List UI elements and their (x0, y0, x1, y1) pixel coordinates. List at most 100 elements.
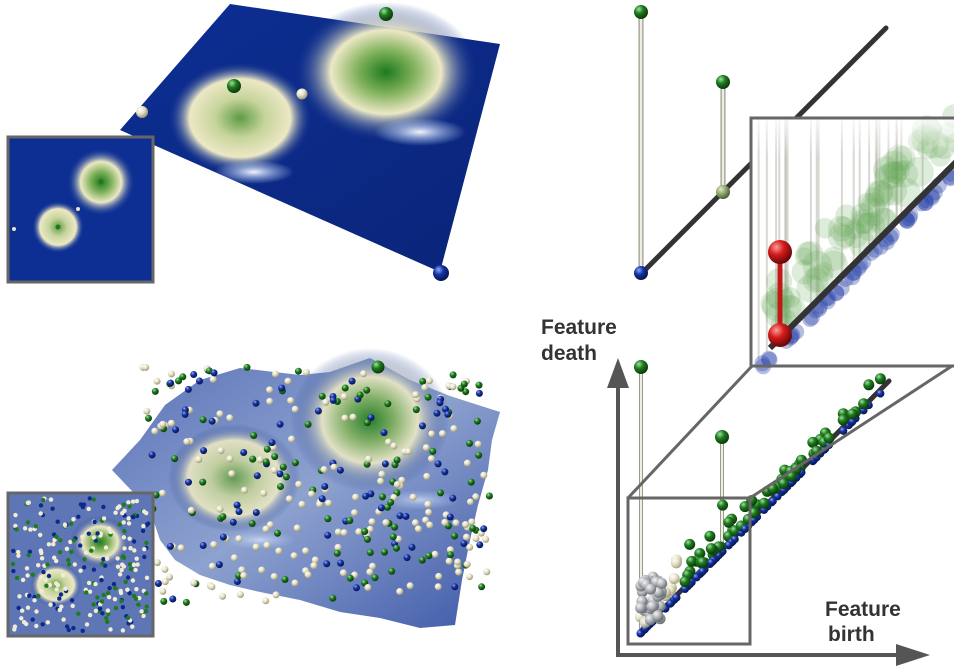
maximum-sphere (294, 367, 302, 375)
saddle-dot (54, 558, 59, 564)
maximum-sphere (475, 451, 483, 459)
maximum-sphere (277, 483, 284, 490)
death-sphere (814, 217, 836, 239)
death-sphere (791, 259, 817, 285)
saddle-sphere (241, 486, 248, 494)
maximum-sphere (704, 530, 716, 542)
saddle-dot (103, 545, 109, 550)
saddle-sphere (320, 466, 328, 473)
saddle-sphere (412, 391, 420, 399)
maximum-dot (71, 538, 77, 543)
saddle-dot (130, 578, 136, 583)
saddle-dot (93, 608, 99, 613)
saddle-dot (52, 537, 57, 543)
death-sphere (796, 274, 825, 303)
terrain-specular (224, 531, 296, 549)
maximum-sphere (292, 459, 299, 467)
minimum-sphere (741, 525, 749, 533)
maximum-sphere (381, 548, 388, 556)
maximum-dot (14, 575, 20, 581)
saddle-sphere (463, 533, 470, 541)
minimum-sphere (324, 531, 332, 539)
saddle-sphere (167, 419, 175, 427)
minimum-dot (100, 611, 105, 616)
death-sphere (842, 222, 869, 249)
saddle-sphere (235, 535, 243, 543)
maximum-sphere (863, 379, 875, 391)
saddle-sphere (266, 397, 274, 405)
saddle-dot (28, 527, 33, 532)
death-sphere (813, 261, 834, 282)
saddle-sphere (468, 518, 476, 526)
minimum-sphere (329, 396, 337, 404)
saddle-sphere (287, 397, 295, 405)
saddle-dot (52, 555, 57, 560)
death-sphere (903, 156, 934, 187)
zoomed-inset (749, 104, 954, 375)
saddle-sphere (466, 573, 473, 581)
saddle-sphere (382, 519, 390, 527)
maximum-dot (113, 586, 118, 591)
saddle-dot (24, 566, 30, 571)
saddle-sphere (426, 521, 434, 529)
maximum-sphere (199, 416, 207, 424)
saddle-dot (121, 535, 127, 540)
noise-sphere (652, 610, 664, 622)
saddle-sphere (446, 546, 454, 554)
maximum-dot (54, 534, 59, 540)
maximum-sphere (171, 455, 179, 463)
maximum-sphere (388, 567, 396, 575)
saddle-sphere (316, 500, 324, 508)
maximum-dot (26, 552, 31, 558)
saddle-sphere (304, 571, 312, 579)
minimum-sphere (337, 559, 345, 567)
saddle-sphere (330, 463, 338, 471)
death-sphere (860, 192, 886, 219)
death-sphere (851, 212, 875, 235)
noisy-persistence-diagram (607, 358, 953, 666)
minimum-sphere (451, 583, 459, 591)
maximum-sphere (391, 523, 399, 531)
maximum-dot (144, 591, 149, 596)
noise-sphere (645, 583, 657, 595)
saddle-sphere (472, 493, 480, 501)
x-axis-label: birth (828, 623, 875, 646)
minimum-sphere (446, 513, 454, 521)
maximum-dot (98, 179, 104, 185)
inset-hill-large (70, 516, 130, 568)
saddle-sphere (228, 470, 236, 478)
minimum-sphere (436, 399, 444, 407)
minimum-dot (50, 506, 55, 511)
minimum-dot (82, 565, 87, 570)
saddle-dot (93, 581, 98, 587)
death-sphere (795, 241, 819, 265)
death-sphere (802, 267, 829, 293)
terrain-hill-small (168, 62, 312, 174)
saddle-dot (48, 497, 54, 502)
saddle-sphere (463, 560, 471, 568)
saddle-dot (39, 556, 45, 561)
saddle-sphere (463, 459, 471, 467)
saddle-sphere (423, 472, 431, 480)
maximum-sphere (379, 7, 393, 21)
maximum-sphere (160, 597, 168, 605)
death-sphere (859, 197, 889, 227)
saddle-dot (43, 577, 48, 583)
maximum-dot (57, 550, 63, 555)
saddle-sphere (302, 547, 310, 555)
minimum-sphere (707, 558, 716, 567)
saddle-dot (39, 589, 44, 594)
minimum-sphere (314, 407, 322, 415)
saddle-dot (47, 582, 52, 588)
birth-sphere (716, 185, 730, 199)
minimum-dot (101, 557, 106, 562)
maximum-dot (127, 562, 133, 567)
minimum-dot (16, 605, 21, 611)
saddle-sphere (177, 544, 185, 552)
maximum-sphere (318, 392, 326, 400)
saddle-sphere (466, 498, 474, 506)
saddle-dot (24, 621, 29, 627)
saddle-dot (126, 516, 131, 521)
saddle-dot (144, 575, 150, 580)
maximum-dot (58, 538, 63, 543)
